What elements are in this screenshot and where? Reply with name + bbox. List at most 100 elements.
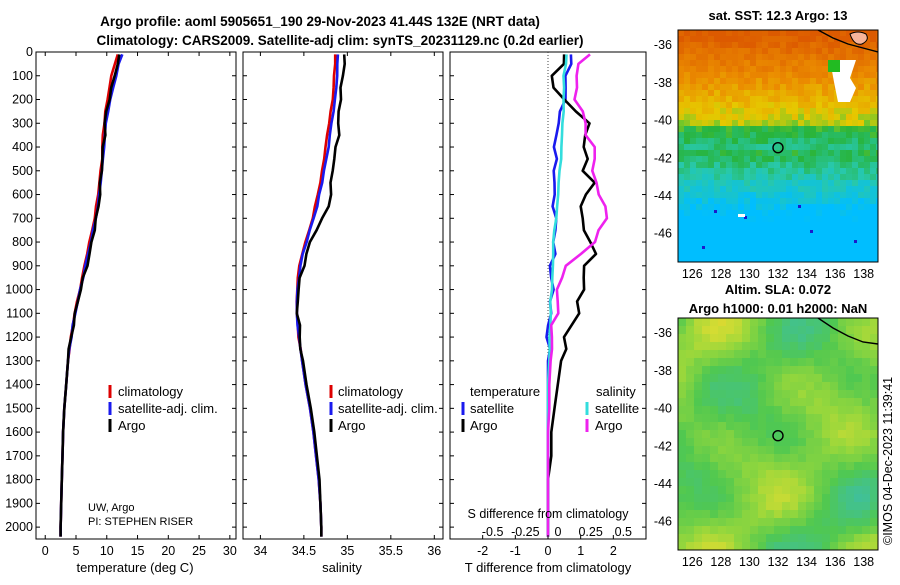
- sla-cell: [774, 510, 782, 518]
- sla-cell: [750, 374, 758, 382]
- sla-cell: [782, 422, 790, 430]
- sst-cell: [852, 252, 858, 258]
- sst-cell: [678, 210, 684, 216]
- sst-cell: [756, 180, 762, 186]
- sla-cell: [734, 390, 742, 398]
- sst-cell: [744, 234, 750, 240]
- sst-cell: [744, 96, 750, 102]
- sst-cell: [786, 96, 792, 102]
- sla-cell: [838, 462, 846, 470]
- sst-cell: [768, 216, 774, 222]
- sla-cell: [838, 358, 846, 366]
- sst-cell: [858, 168, 864, 174]
- sla-cell: [718, 438, 726, 446]
- sla-cell: [838, 334, 846, 342]
- sst-cell: [792, 198, 798, 204]
- sst-cell: [726, 174, 732, 180]
- sla-cell: [782, 502, 790, 510]
- sst-cell: [762, 240, 768, 246]
- sst-cell: [822, 252, 828, 258]
- sst-cell: [870, 210, 876, 216]
- sst-cell: [876, 120, 878, 126]
- sst-cell: [816, 246, 822, 252]
- sla-cell: [782, 438, 790, 446]
- sla-cell: [766, 462, 774, 470]
- sla-cell: [686, 374, 694, 382]
- sla-cell: [694, 478, 702, 486]
- sst-cell: [816, 252, 822, 258]
- sst-cell: [702, 228, 708, 234]
- sst-cell: [786, 66, 792, 72]
- sla-cell: [694, 366, 702, 374]
- sst-cell: [684, 246, 690, 252]
- sla-cell: [806, 326, 814, 334]
- sst-cell: [708, 66, 714, 72]
- sst-cell: [834, 126, 840, 132]
- sst-cell: [720, 186, 726, 192]
- sst-cell: [846, 180, 852, 186]
- sla-cell: [814, 374, 822, 382]
- sla-cell: [790, 382, 798, 390]
- sla-cell: [734, 446, 742, 454]
- sst-cell: [822, 198, 828, 204]
- sst-cell: [702, 204, 708, 210]
- sst-cell: [870, 252, 876, 258]
- sst-cell: [714, 66, 720, 72]
- sst-cell: [810, 156, 816, 162]
- sst-cell: [774, 54, 780, 60]
- sst-cell: [732, 78, 738, 84]
- sst-cell: [864, 108, 870, 114]
- sla-cell: [782, 326, 790, 334]
- sst-cell: [798, 234, 804, 240]
- sst-cell: [762, 30, 768, 36]
- sst-cell: [858, 126, 864, 132]
- sla-cell: [726, 518, 734, 526]
- sla-cell: [782, 390, 790, 398]
- sst-cell: [750, 48, 756, 54]
- ytick-label: 500: [12, 164, 33, 178]
- sst-cell: [810, 150, 816, 156]
- sla-cell: [862, 486, 870, 494]
- map-ytick-label: -38: [654, 76, 672, 90]
- sst-cell: [756, 150, 762, 156]
- sst-cell: [810, 42, 816, 48]
- map-xtick-label: 132: [768, 555, 789, 569]
- sst-cell: [702, 258, 708, 262]
- sst-cell: [858, 240, 864, 246]
- sla-cell: [726, 502, 734, 510]
- sla-cell: [710, 374, 718, 382]
- sst-cell: [876, 144, 878, 150]
- sst-cell: [876, 108, 878, 114]
- sst-cell: [684, 36, 690, 42]
- sst-cell: [792, 174, 798, 180]
- sla-cell: [750, 406, 758, 414]
- sst-cell: [846, 258, 852, 262]
- sla-cell: [862, 406, 870, 414]
- sst-cell: [708, 102, 714, 108]
- map-ytick-label: -46: [654, 227, 672, 241]
- sst-cell: [726, 30, 732, 36]
- sla-cell: [838, 382, 846, 390]
- legend-temperature-title: temperature: [470, 384, 540, 399]
- sla-cell: [846, 366, 854, 374]
- sst-cell: [696, 36, 702, 42]
- sla-cell: [766, 534, 774, 542]
- sst-cell: [732, 132, 738, 138]
- sla-cell: [750, 518, 758, 526]
- sst-cell: [678, 240, 684, 246]
- sst-cell: [810, 84, 816, 90]
- sst-cell: [852, 150, 858, 156]
- sst-cell: [786, 168, 792, 174]
- sla-cell: [822, 414, 830, 422]
- sst-cell: [786, 192, 792, 198]
- sla-cell: [854, 446, 862, 454]
- sla-cell: [790, 446, 798, 454]
- sst-cell: [732, 234, 738, 240]
- sst-cell: [696, 84, 702, 90]
- sst-cell: [786, 60, 792, 66]
- sst-cell: [792, 150, 798, 156]
- sst-cell: [744, 246, 750, 252]
- series-line-t-argo: [546, 54, 598, 537]
- sla-cell: [830, 510, 838, 518]
- sla-cell: [806, 334, 814, 342]
